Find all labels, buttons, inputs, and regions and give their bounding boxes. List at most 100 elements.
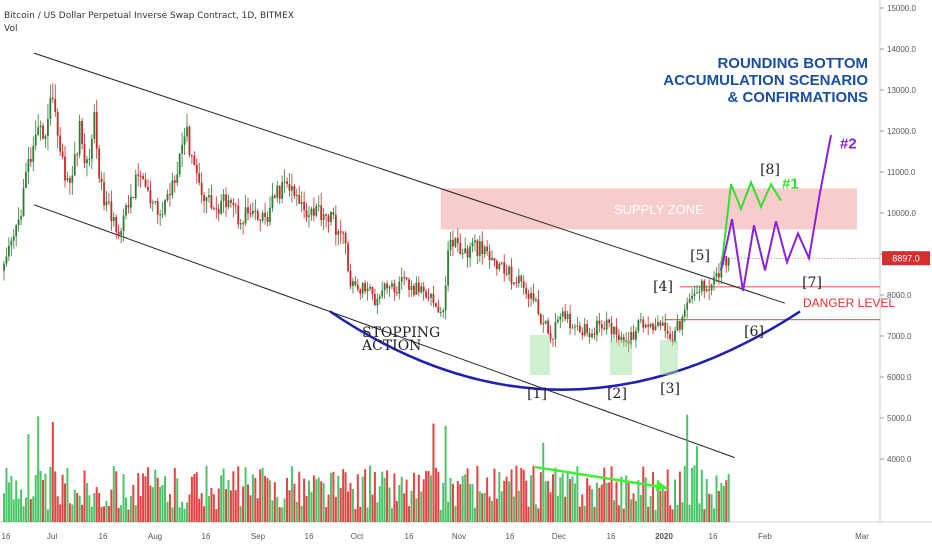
volume-bar [649,495,652,522]
chart-title-line: ROUNDING BOTTOM [717,55,868,72]
candle-body [415,282,418,295]
candle-body [503,262,506,274]
candle-body [144,179,147,188]
volume-bar [390,508,393,522]
volume-bar [378,486,381,522]
volume-bar [591,489,594,522]
bottom-highlight [530,335,550,375]
x-tick-label: Nov [452,532,466,541]
candle-body [269,207,271,223]
volume-bar [571,476,574,522]
candle-body [17,219,20,226]
volume-bar [308,480,310,522]
candle-body [200,182,203,196]
volume-bar [290,466,293,522]
x-tick-label: 16 [607,532,616,541]
volume-bar [659,490,662,522]
volume-bar [329,473,332,522]
candle-body [708,289,711,291]
volume-bar [220,475,223,522]
candle-body [339,231,342,233]
candle-body [637,320,640,331]
volume-bar [647,506,650,522]
candle-body [535,299,537,301]
y-tick-label: 13000.0 [887,86,916,95]
candle-body [420,286,423,293]
volume-bar [5,468,8,522]
volume-bar [688,504,691,522]
volume-bar [229,490,232,522]
volume-bar [34,475,37,522]
volume-bar [112,466,115,522]
candle-body [234,205,237,207]
candle-body [510,266,513,284]
candle-body [139,175,142,177]
volume-bar [271,500,274,522]
candle-body [147,187,149,191]
volume-bar [610,466,613,522]
volume-bar [430,475,432,522]
volume-bar [215,509,218,522]
volume-bar [73,489,76,522]
candle-body [176,174,179,183]
volume-bar [561,473,564,522]
volume-bar [503,480,506,522]
candle-body [725,256,728,266]
candle-body [142,176,144,180]
volume-bar [664,491,667,522]
volume-bar [386,470,389,522]
volume-bar [534,504,537,522]
candle-body [539,314,542,325]
candle-body [61,151,64,157]
volume-bar [488,496,491,522]
volume-bar [51,422,54,522]
volume-bar [442,482,445,522]
candle-body [378,296,381,299]
candle-body [425,291,428,298]
candle-body [408,279,410,290]
candle-body [537,299,540,315]
volume-bar [620,476,623,522]
candle-body [237,205,240,225]
x-tick-label: 16 [709,532,718,541]
volume-bar [622,508,625,522]
candle-body [391,283,393,287]
candle-body [108,201,110,203]
volume-bar [49,466,52,522]
candle-body [312,208,315,216]
candle-body [132,196,135,198]
volume-bar [412,472,415,522]
volume-bar [42,480,45,522]
volume-bar [466,468,469,522]
volume-bar [312,475,315,522]
candle-body [383,283,386,291]
x-tick-label: 2020 [655,532,673,541]
candle-body [220,200,223,214]
candle-body [422,286,425,292]
volume-bar [539,472,542,522]
volume-bar [237,466,240,522]
volume-bar [530,475,533,522]
volume-bar [400,476,403,522]
candle-body [71,175,74,183]
candle-body [566,313,569,319]
volume-bar [100,506,103,522]
candle-body [483,246,486,255]
volume-bar [347,491,350,522]
volume-bar [151,487,154,522]
volume-bar [603,467,606,522]
candle-body [603,328,606,330]
volume-bar [569,479,572,522]
candle-body [486,246,489,252]
volume-bar [498,471,501,522]
candle-body [261,212,264,221]
volume-bar [617,505,620,522]
candle-body [669,333,672,340]
candle-body [276,185,279,198]
volume-bar [383,477,386,522]
wave-label: [1] [527,386,547,402]
volume-bar [125,497,127,522]
candle-body [564,311,567,319]
volume-bar [398,485,401,522]
